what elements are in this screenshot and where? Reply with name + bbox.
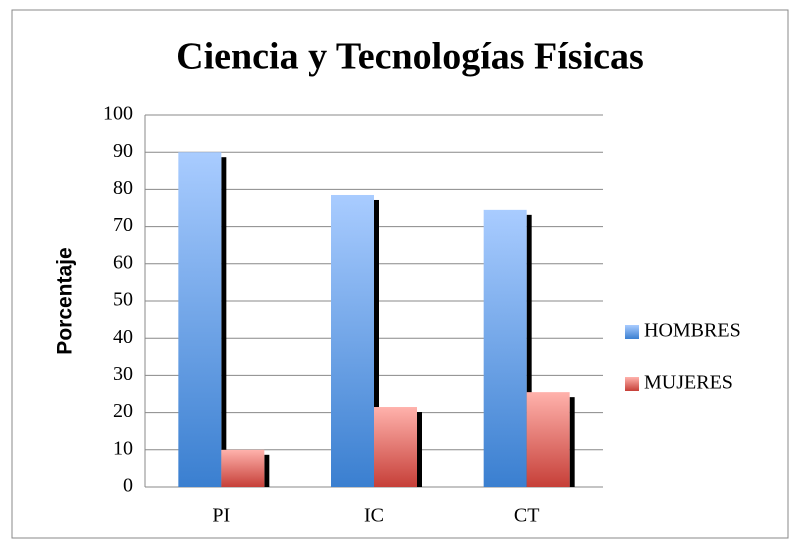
legend-label: MUJERES (644, 372, 733, 394)
bar (483, 209, 527, 488)
legend-swatch (625, 377, 639, 391)
bar-shadow (264, 454, 270, 487)
bar (221, 449, 265, 487)
bar-shadow (569, 397, 575, 487)
y-tick-label: 50 (113, 289, 133, 311)
legend-label: HOMBRES (644, 320, 741, 342)
legend-swatch (625, 325, 639, 339)
y-tick-label: 80 (113, 177, 133, 199)
bar (178, 152, 222, 487)
y-tick-label: 100 (103, 103, 133, 125)
y-tick-label: 60 (113, 251, 133, 273)
bar (374, 407, 417, 487)
bar-shadow (374, 199, 379, 488)
y-tick-label: 20 (113, 400, 133, 422)
bar-shadow (221, 157, 227, 487)
y-tick-label: 90 (113, 140, 133, 162)
bar-shadow (417, 412, 422, 487)
x-tick-label: IC (364, 505, 384, 527)
y-tick-label: 40 (113, 326, 133, 348)
bar (331, 194, 374, 488)
y-tick-label: 10 (113, 437, 133, 459)
x-tick-label: PI (212, 505, 230, 527)
y-tick-label: 0 (123, 475, 133, 497)
y-axis-label: Porcentaje (54, 247, 77, 354)
y-tick-label: 30 (113, 363, 133, 385)
bar (526, 392, 570, 487)
x-tick-label: CT (514, 505, 540, 527)
bar-shadow (526, 214, 532, 488)
y-tick-label: 70 (113, 214, 133, 236)
chart-title: Ciencia y Tecnologías Físicas (176, 36, 644, 78)
